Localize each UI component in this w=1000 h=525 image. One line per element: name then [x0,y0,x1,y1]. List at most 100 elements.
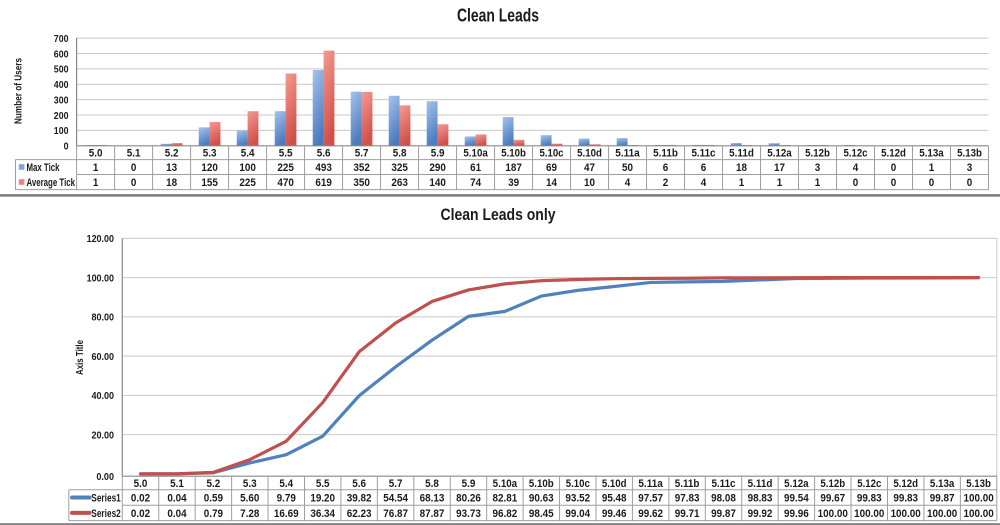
svg-text:5.12a: 5.12a [767,148,792,160]
svg-text:263: 263 [391,177,408,189]
svg-text:Series2: Series2 [91,508,121,520]
svg-text:98.45: 98.45 [529,508,554,520]
svg-text:5.8: 5.8 [425,478,439,490]
svg-text:80.26: 80.26 [456,493,481,505]
svg-text:0: 0 [891,162,897,174]
svg-text:99.54: 99.54 [784,493,810,505]
svg-text:120.00: 120.00 [87,234,115,245]
svg-text:5.7: 5.7 [389,478,403,490]
svg-text:3: 3 [967,162,973,174]
svg-text:5.11c: 5.11c [711,478,735,490]
svg-text:61: 61 [470,162,481,174]
svg-text:0: 0 [64,142,69,153]
svg-text:60.00: 60.00 [92,352,115,363]
svg-text:99.04: 99.04 [565,508,591,520]
svg-text:16.69: 16.69 [274,508,299,520]
svg-text:0.00: 0.00 [96,472,114,483]
svg-text:5.4: 5.4 [241,148,256,160]
svg-text:5.7: 5.7 [355,148,369,160]
svg-text:5.11b: 5.11b [653,148,678,160]
svg-text:Series1: Series1 [91,493,121,505]
svg-text:5.9: 5.9 [462,478,476,490]
svg-text:5.6: 5.6 [317,148,331,160]
svg-text:325: 325 [391,162,408,174]
svg-text:54.54: 54.54 [383,493,409,505]
svg-text:500: 500 [54,65,69,76]
svg-text:5.10c: 5.10c [539,148,563,160]
svg-text:0.04: 0.04 [167,508,187,520]
svg-text:74: 74 [470,177,482,189]
svg-text:98.83: 98.83 [748,493,773,505]
svg-text:95.48: 95.48 [602,493,627,505]
svg-text:0.79: 0.79 [204,508,223,520]
svg-text:99.87: 99.87 [930,493,955,505]
svg-text:17: 17 [774,162,785,174]
svg-text:140: 140 [429,177,446,189]
svg-text:187: 187 [505,162,522,174]
svg-text:97.83: 97.83 [675,493,700,505]
svg-text:6: 6 [663,162,669,174]
svg-text:225: 225 [239,177,256,189]
svg-text:5.12d: 5.12d [893,478,918,490]
svg-text:290: 290 [429,162,446,174]
svg-text:5.2: 5.2 [165,148,179,160]
svg-text:5.3: 5.3 [243,478,257,490]
svg-text:20.00: 20.00 [92,430,115,441]
svg-text:Axis Title: Axis Title [75,340,86,375]
svg-text:100.00: 100.00 [963,493,993,505]
svg-text:5.5: 5.5 [316,478,330,490]
svg-text:5.1: 5.1 [127,148,141,160]
svg-text:300: 300 [54,95,69,106]
svg-text:5.8: 5.8 [393,148,407,160]
svg-text:4: 4 [853,162,859,174]
svg-text:0: 0 [131,177,137,189]
svg-text:4: 4 [701,177,707,189]
svg-text:14: 14 [546,177,558,189]
svg-text:18: 18 [736,162,747,174]
svg-text:5.3: 5.3 [203,148,217,160]
svg-text:5.10d: 5.10d [602,478,627,490]
svg-text:9.79: 9.79 [277,493,296,505]
svg-text:39.82: 39.82 [347,493,372,505]
svg-text:Clean Leads: Clean Leads [457,6,539,26]
svg-text:155: 155 [201,177,218,189]
svg-text:0: 0 [131,162,137,174]
svg-text:225: 225 [277,162,294,174]
svg-text:100.00: 100.00 [927,508,957,520]
svg-text:350: 350 [353,177,370,189]
svg-text:100.00: 100.00 [818,508,848,520]
svg-text:13: 13 [166,162,177,174]
svg-text:5.4: 5.4 [279,478,294,490]
svg-text:0.02: 0.02 [131,493,150,505]
svg-text:0: 0 [967,177,973,189]
svg-text:100: 100 [239,162,256,174]
svg-text:5.10c: 5.10c [566,478,590,490]
svg-text:19.20: 19.20 [310,493,335,505]
svg-text:700: 700 [54,34,69,45]
svg-text:5.1: 5.1 [170,478,184,490]
svg-text:50: 50 [622,162,633,174]
svg-text:0: 0 [891,177,897,189]
svg-text:493: 493 [315,162,332,174]
svg-text:0.59: 0.59 [204,493,223,505]
svg-text:5.11c: 5.11c [691,148,715,160]
svg-text:5.13a: 5.13a [919,148,944,160]
svg-text:1: 1 [929,162,935,174]
svg-text:5.0: 5.0 [134,478,148,490]
svg-text:90.63: 90.63 [529,493,554,505]
svg-text:97.57: 97.57 [638,493,663,505]
svg-text:4: 4 [625,177,631,189]
svg-text:99.62: 99.62 [638,508,663,520]
svg-text:5.10d: 5.10d [577,148,602,160]
svg-text:5.13b: 5.13b [957,148,982,160]
svg-text:62.23: 62.23 [347,508,372,520]
svg-text:100.00: 100.00 [963,508,993,520]
svg-text:120: 120 [201,162,218,174]
svg-text:1: 1 [777,177,783,189]
svg-text:99.83: 99.83 [893,493,918,505]
svg-text:5.13a: 5.13a [930,478,955,490]
svg-text:5.5: 5.5 [279,148,293,160]
svg-text:47: 47 [584,162,595,174]
svg-text:0.04: 0.04 [167,493,187,505]
svg-text:93.52: 93.52 [565,493,590,505]
